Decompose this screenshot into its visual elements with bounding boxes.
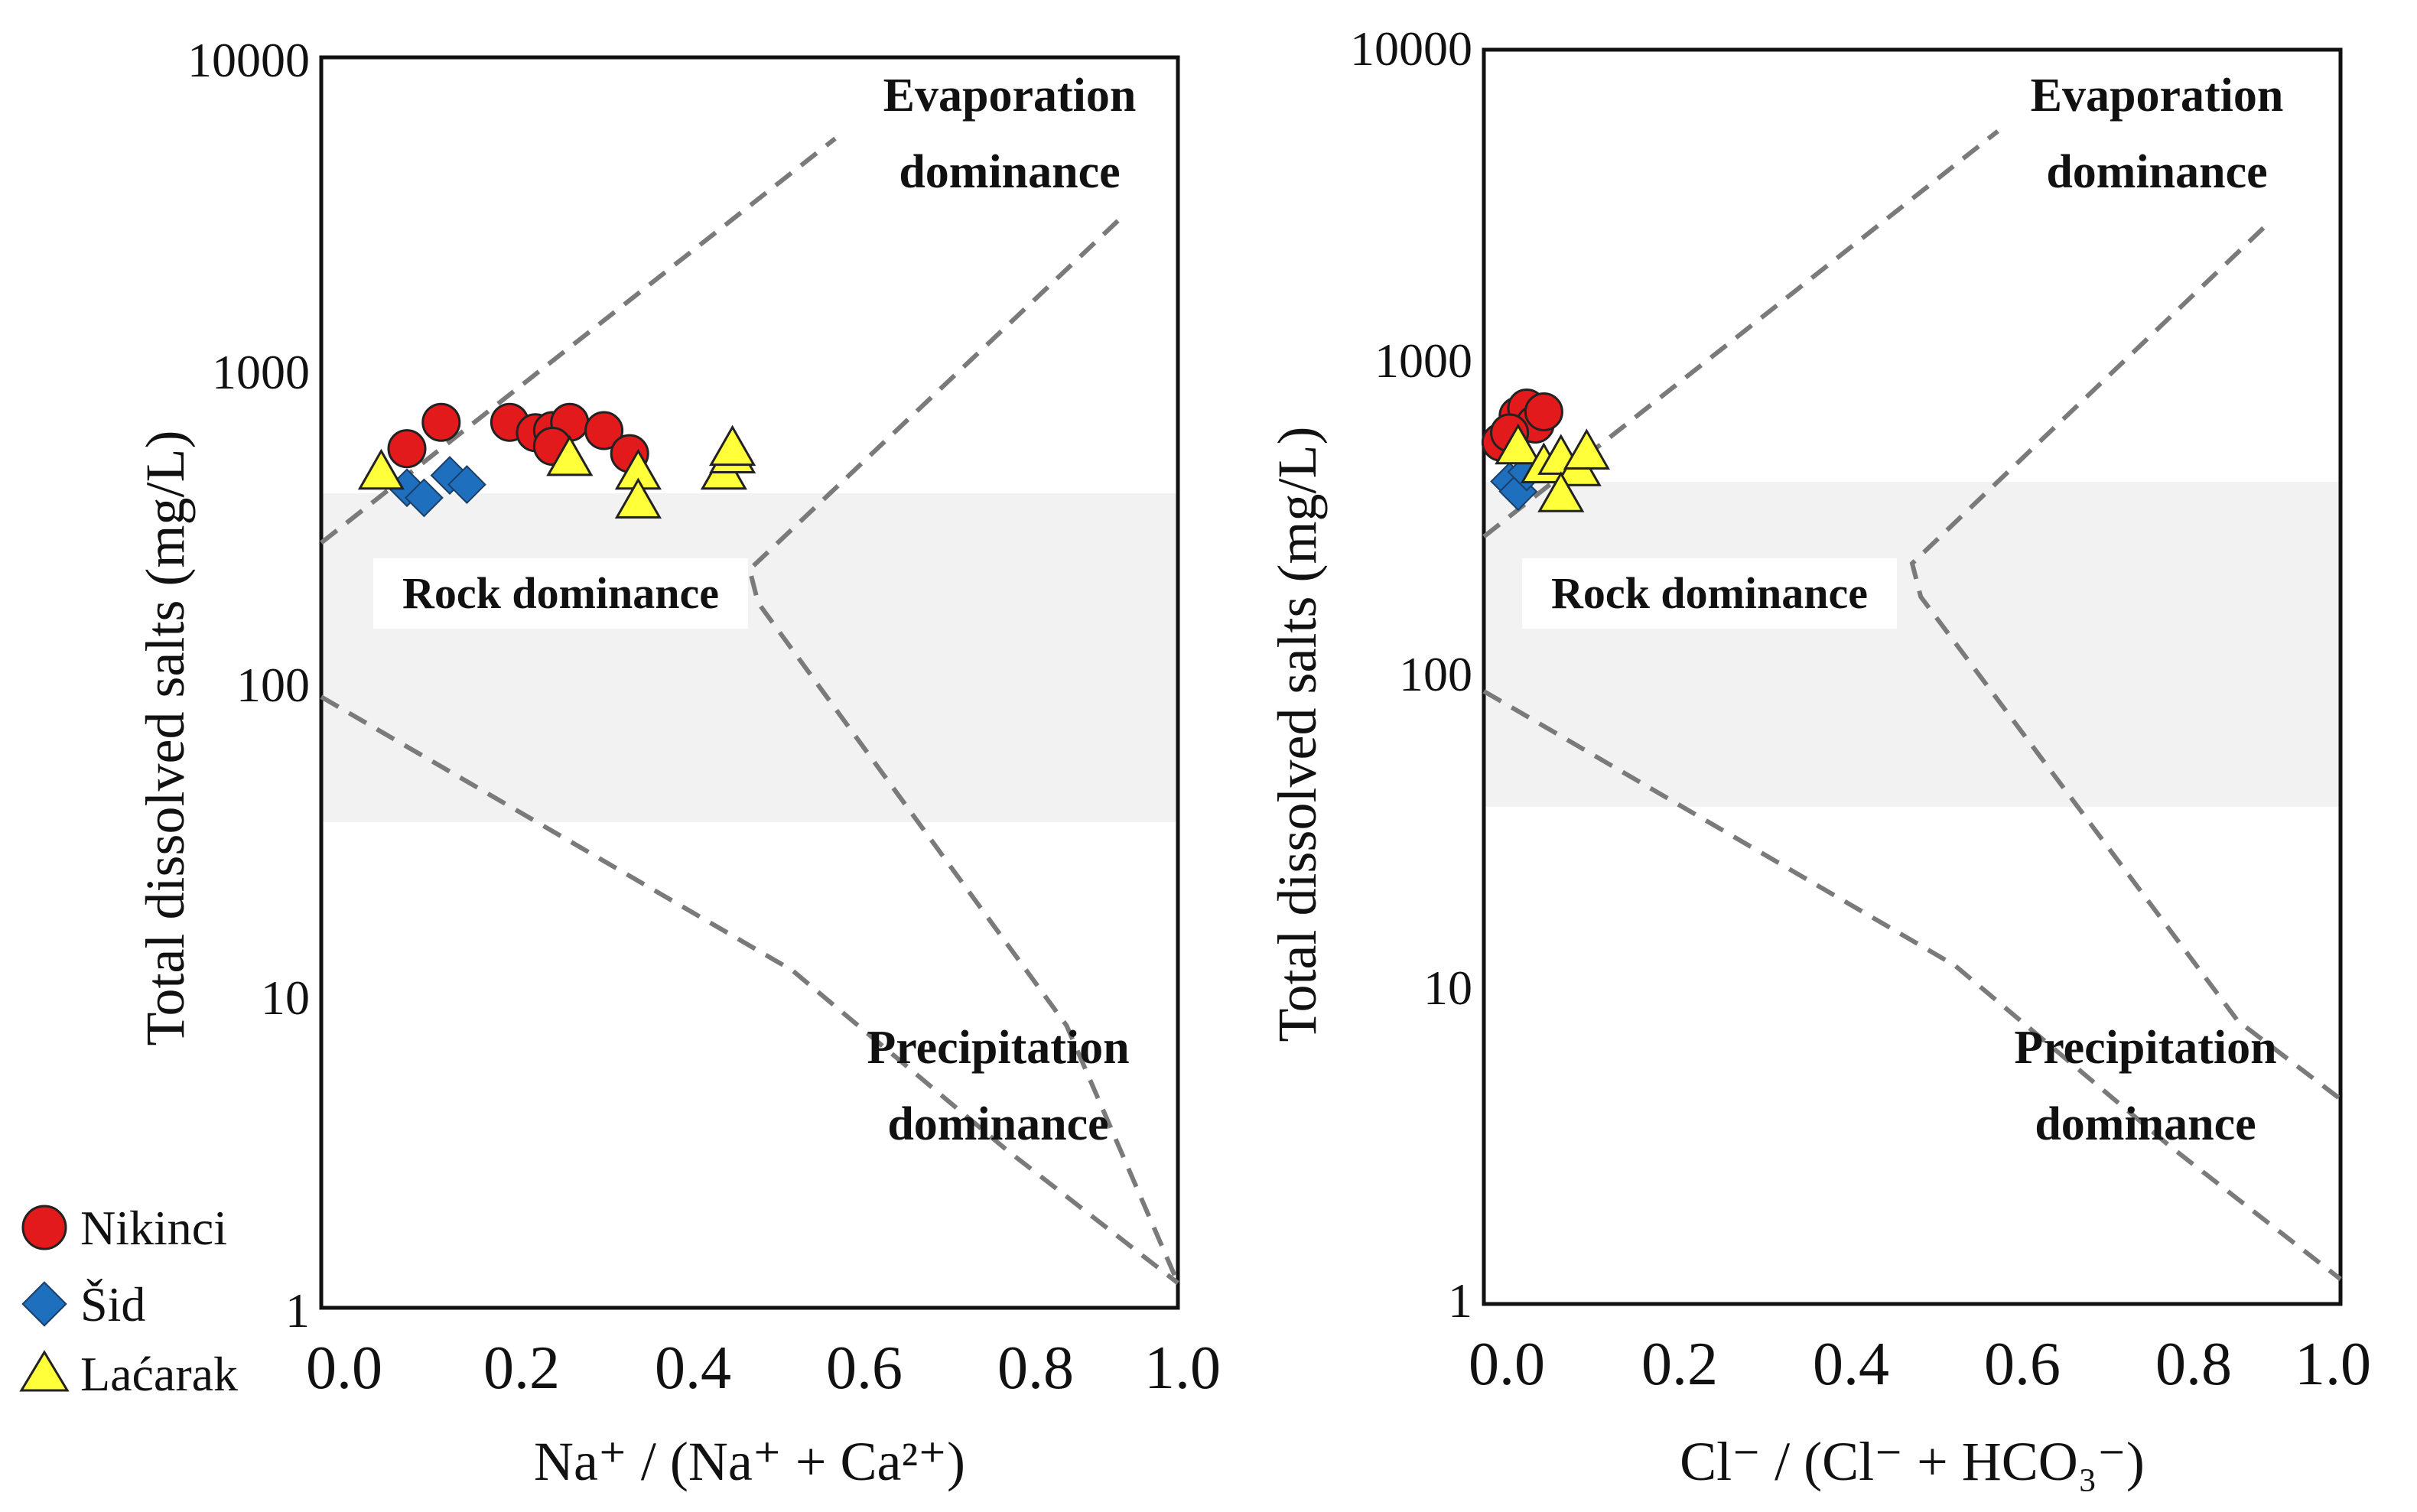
y-tick-label: 1000 bbox=[1374, 333, 1472, 388]
evaporation-lower-boundary bbox=[747, 219, 1180, 1284]
precipitation-label-line1: Precipitation bbox=[867, 1022, 1129, 1074]
data-point-lacarak bbox=[1495, 423, 1542, 465]
scatter-points bbox=[357, 402, 756, 519]
circle-marker-icon bbox=[21, 1205, 67, 1250]
precipitation-boundary bbox=[1482, 689, 2342, 1281]
y-tick-label: 10000 bbox=[187, 33, 310, 87]
legend-item-lacarak: Laćarak bbox=[19, 1347, 238, 1401]
precipitation-boundary bbox=[320, 694, 1179, 1285]
rock-band bbox=[1484, 482, 2341, 807]
precipitation-label-line2: dominance bbox=[2035, 1098, 2256, 1150]
diamond-marker-icon bbox=[21, 1281, 67, 1327]
evaporation-label-line1: Evaporation bbox=[2031, 70, 2284, 122]
legend: Nikinci Šid Laćarak bbox=[19, 1201, 238, 1401]
scatter-points bbox=[1481, 388, 1610, 512]
x-axis-label: Cl⁻ / (Cl⁻ + HCO₃⁻) bbox=[1680, 1431, 2145, 1492]
x-tick-label: 1.0 bbox=[1144, 1335, 1221, 1402]
x-tick-label: 0.8 bbox=[997, 1335, 1074, 1402]
legend-label: Šid bbox=[80, 1277, 145, 1332]
plot-frame bbox=[1482, 47, 2343, 1306]
legend-label: Nikinci bbox=[80, 1201, 227, 1255]
precipitation-label-line2: dominance bbox=[887, 1098, 1108, 1150]
evaporation-label-line2: dominance bbox=[2046, 146, 2267, 198]
y-tick-label: 10 bbox=[1423, 961, 1472, 1015]
plot-frame bbox=[319, 55, 1180, 1310]
x-axis-label: Na⁺ / (Na⁺ + Ca²⁺) bbox=[534, 1431, 965, 1492]
legend-label: Laćarak bbox=[80, 1347, 238, 1401]
data-point-nikinci bbox=[387, 429, 427, 469]
y-tick-label: 1000 bbox=[212, 345, 310, 399]
rock-label-bg bbox=[373, 558, 748, 629]
x-tick-label: 1.0 bbox=[2295, 1331, 2371, 1398]
legend-item-nikinci: Nikinci bbox=[21, 1201, 227, 1255]
evaporation-label-line1: Evaporation bbox=[883, 70, 1137, 122]
data-point-nikinci bbox=[584, 411, 624, 450]
precipitation-label-line1: Precipitation bbox=[2014, 1022, 2276, 1074]
y-tick-label: 100 bbox=[1399, 647, 1472, 701]
triangle-marker-icon bbox=[19, 1350, 70, 1392]
data-point-sid bbox=[447, 465, 486, 504]
evaporation-lower-boundary bbox=[1909, 226, 2342, 1101]
data-point-lacarak bbox=[357, 448, 405, 490]
x-tick-label: 0.6 bbox=[1984, 1331, 2061, 1398]
rock-dominance-label: Rock dominance bbox=[402, 568, 719, 618]
rock-label-bg bbox=[1522, 558, 1897, 629]
data-point-lacarak bbox=[546, 434, 594, 476]
y-tick-label: 100 bbox=[236, 658, 310, 712]
data-point-lacarak bbox=[709, 424, 756, 467]
y-tick-label: 10000 bbox=[1350, 21, 1472, 76]
y-tick-label: 10 bbox=[261, 971, 310, 1025]
y-tick-label: 1 bbox=[285, 1283, 310, 1338]
y-axis-label: Total dissolved salts (mg/L) bbox=[135, 431, 196, 1046]
y-axis-label: Total dissolved salts (mg/L) bbox=[1267, 427, 1328, 1042]
x-tick-label: 0.4 bbox=[1813, 1331, 1889, 1398]
data-point-lacarak bbox=[1537, 471, 1585, 512]
x-tick-label: 0.4 bbox=[655, 1335, 731, 1402]
x-tick-label: 0.6 bbox=[826, 1335, 903, 1402]
y-tick-label: 1 bbox=[1448, 1273, 1472, 1328]
evaporation-label-line2: dominance bbox=[899, 146, 1120, 198]
x-tick-label: 0.2 bbox=[483, 1335, 560, 1402]
x-tick-label: 0.2 bbox=[1641, 1331, 1718, 1398]
data-point-lacarak bbox=[614, 477, 662, 519]
data-point-nikinci bbox=[421, 402, 461, 442]
legend-item-sid: Šid bbox=[21, 1277, 145, 1332]
rock-dominance-label: Rock dominance bbox=[1551, 568, 1868, 618]
chart-right: Evaporation dominance Rock dominance Pre… bbox=[1267, 21, 2371, 1492]
data-point-lacarak bbox=[1563, 428, 1610, 470]
data-point-nikinci bbox=[1524, 392, 1563, 432]
x-tick-label: 0.8 bbox=[2155, 1331, 2232, 1398]
x-tick-label: 0.0 bbox=[306, 1335, 382, 1402]
rock-band bbox=[321, 493, 1178, 822]
x-tick-label: 0.0 bbox=[1469, 1331, 1545, 1398]
chart-left: Evaporation dominance Rock dominance Pre… bbox=[135, 33, 1221, 1492]
data-point-sid bbox=[404, 478, 444, 518]
